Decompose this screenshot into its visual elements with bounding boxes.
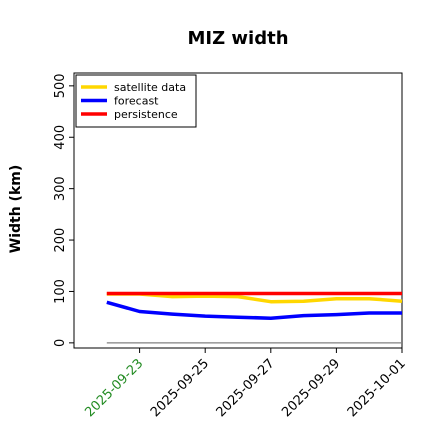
x-tick-label: 2025-09-29 <box>279 356 343 420</box>
series-line-satellite-data <box>106 292 403 304</box>
legend-label: satellite data <box>114 81 186 94</box>
y-tick-label: 300 <box>53 176 68 201</box>
series-layer <box>106 291 403 320</box>
y-axis: 0 100 200 300 400 500 <box>53 73 74 347</box>
plot-area <box>73 72 403 349</box>
legend-label: forecast <box>114 95 159 108</box>
y-tick-label: 400 <box>53 125 68 150</box>
x-tick-label: 2025-09-23 <box>82 356 146 420</box>
legend-label: persistence <box>114 108 178 121</box>
x-tick-label: 2025-09-25 <box>148 356 212 420</box>
x-tick-label: 2025-10-01 <box>345 356 409 420</box>
y-tick-label: 200 <box>53 228 68 253</box>
y-axis-label: Width (km) <box>8 165 24 254</box>
series-line-forecast <box>106 300 402 320</box>
chart-title: MIZ width <box>187 28 288 49</box>
y-tick-label: 500 <box>53 73 68 98</box>
x-axis: 2025-09-23 2025-09-25 2025-09-27 2025-09-29… <box>82 348 409 420</box>
y-tick-label: 100 <box>53 279 68 304</box>
y-tick-label: 0 <box>53 339 68 347</box>
x-tick-label: 2025-09-27 <box>214 356 278 420</box>
